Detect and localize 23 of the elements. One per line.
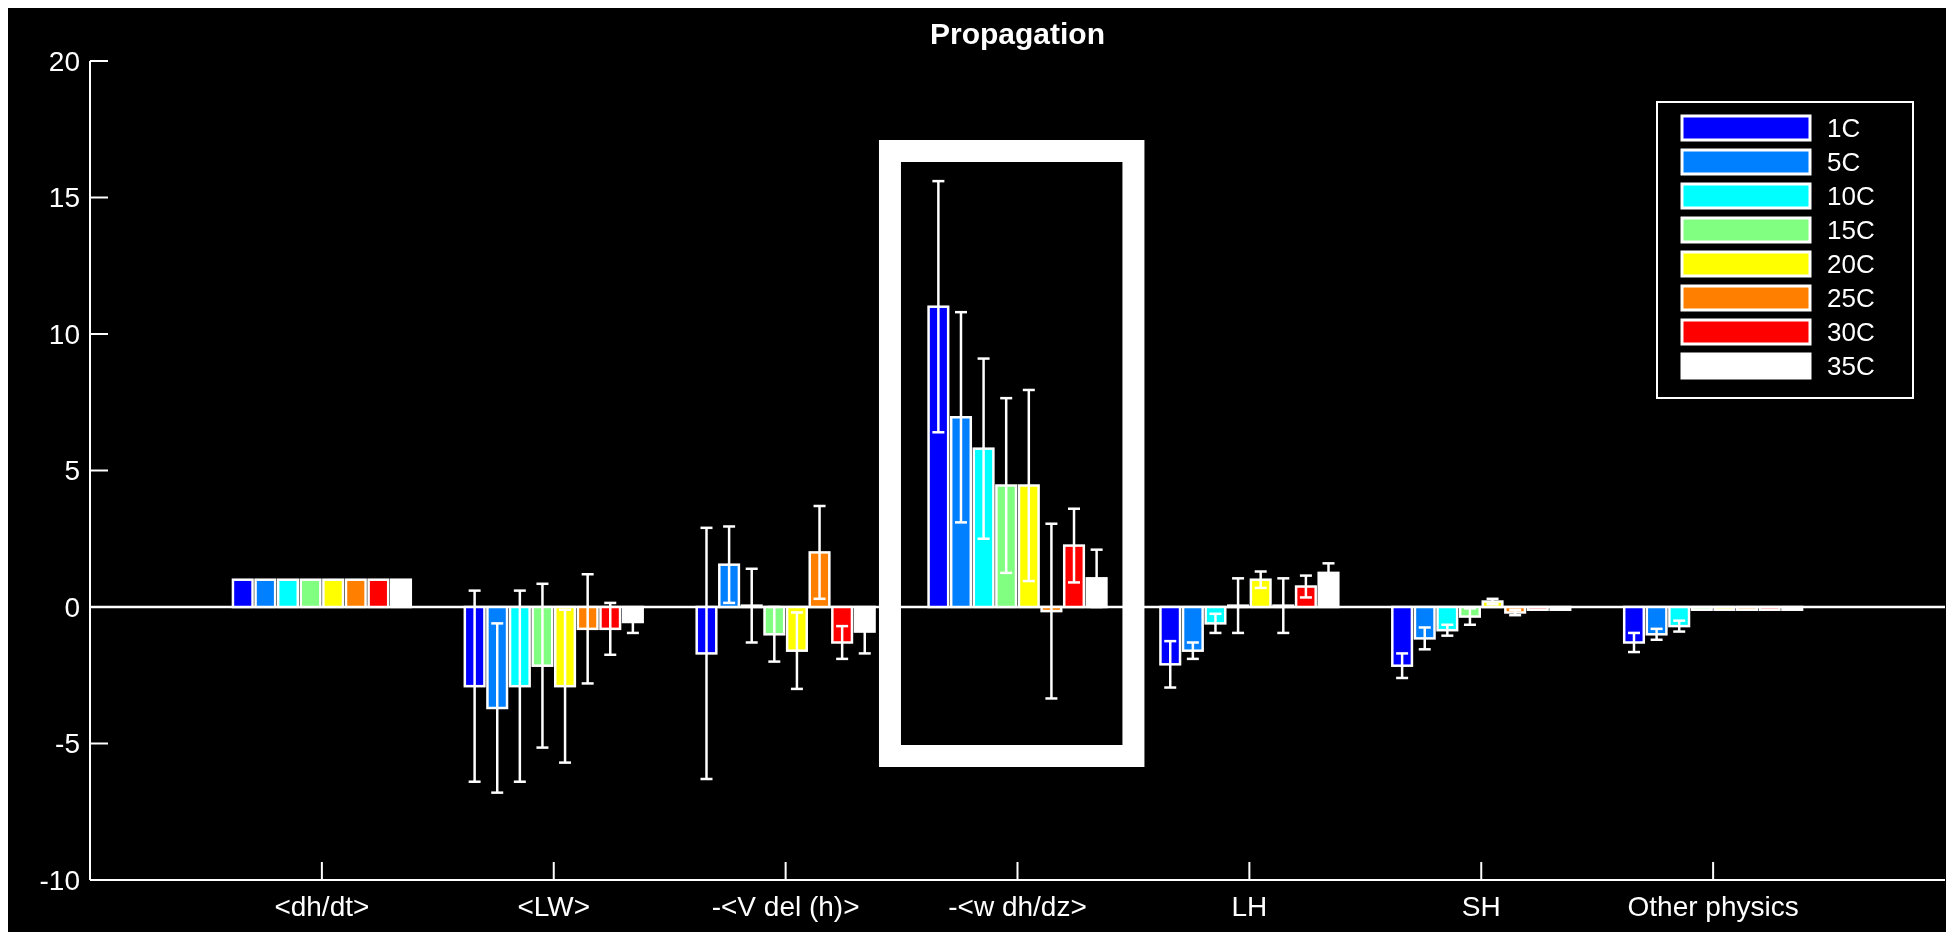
y-tick-label: 15	[48, 182, 80, 214]
legend-label: 1C	[1827, 113, 1861, 144]
legend-label: 5C	[1827, 147, 1861, 178]
y-tick-label: -5	[55, 728, 80, 760]
x-tick-label: LH	[1231, 891, 1268, 922]
x-tick-label: -<V del (h)>	[711, 891, 860, 922]
y-tick-label: -10	[39, 864, 80, 896]
x-tick-label: SH	[1461, 891, 1501, 922]
y-tick-label: 10	[48, 318, 80, 350]
legend-label: 10C	[1827, 181, 1875, 212]
y-tick-label: 20	[48, 45, 80, 77]
legend-label: 30C	[1827, 317, 1875, 348]
legend-label: 35C	[1827, 351, 1875, 382]
legend-label: 20C	[1827, 249, 1875, 280]
y-tick-label: 5	[64, 455, 80, 487]
x-tick-label: -<w dh/dz>	[948, 891, 1087, 922]
chart-title: Propagation	[929, 17, 1106, 50]
x-tick-label: <dh/dt>	[274, 891, 370, 922]
x-tick-label: <LW>	[517, 891, 591, 922]
x-tick-label: Other physics	[1627, 891, 1799, 922]
y-tick-label: 0	[64, 591, 80, 623]
legend-label: 15C	[1827, 215, 1875, 246]
legend-label: 25C	[1827, 283, 1875, 314]
